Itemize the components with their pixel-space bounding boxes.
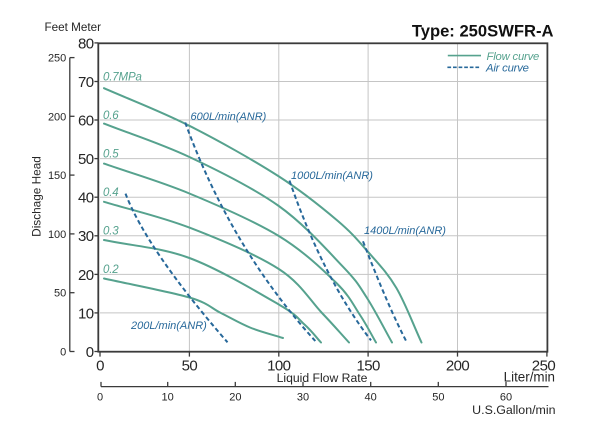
svg-text:Dischage Head: Dischage Head: [29, 156, 43, 237]
svg-text:Liter/min: Liter/min: [504, 370, 555, 385]
svg-text:100: 100: [267, 358, 291, 375]
svg-text:10: 10: [78, 305, 94, 322]
svg-text:0.6: 0.6: [103, 110, 119, 122]
svg-text:0: 0: [96, 358, 104, 375]
svg-text:0.4: 0.4: [103, 187, 119, 199]
svg-text:50: 50: [182, 358, 198, 375]
svg-text:30: 30: [78, 228, 94, 245]
svg-text:0.5: 0.5: [103, 148, 119, 160]
svg-text:1000L/min(ANR): 1000L/min(ANR): [291, 170, 373, 182]
svg-text:U.S.Gallon/min: U.S.Gallon/min: [472, 403, 555, 417]
svg-text:50: 50: [54, 288, 66, 300]
svg-text:Liquid Flow Rate: Liquid Flow Rate: [277, 371, 368, 385]
svg-text:100: 100: [48, 229, 66, 241]
svg-text:0: 0: [86, 344, 94, 361]
svg-text:10: 10: [162, 391, 174, 403]
svg-text:1400L/min(ANR): 1400L/min(ANR): [364, 225, 446, 237]
svg-text:20: 20: [78, 267, 94, 284]
svg-text:200L/min(ANR): 200L/min(ANR): [130, 320, 207, 332]
svg-text:50: 50: [78, 151, 94, 168]
svg-text:200: 200: [446, 358, 470, 375]
svg-text:Flow curve: Flow curve: [487, 51, 540, 63]
svg-text:0.2: 0.2: [103, 264, 119, 276]
svg-text:150: 150: [356, 358, 380, 375]
svg-text:40: 40: [365, 391, 377, 403]
svg-text:0: 0: [97, 391, 103, 403]
svg-text:0.7MPa: 0.7MPa: [103, 71, 142, 83]
svg-text:40: 40: [78, 190, 94, 207]
svg-text:150: 150: [48, 170, 66, 182]
svg-text:60: 60: [500, 391, 512, 403]
svg-text:Type: 250SWFR-A: Type: 250SWFR-A: [412, 21, 554, 40]
svg-text:Feet Meter: Feet Meter: [45, 21, 102, 34]
svg-text:600L/min(ANR): 600L/min(ANR): [191, 111, 267, 123]
svg-text:Air curve: Air curve: [485, 63, 529, 75]
svg-text:0.3: 0.3: [103, 226, 119, 238]
svg-text:60: 60: [78, 112, 94, 129]
svg-text:0: 0: [60, 347, 66, 359]
svg-text:50: 50: [432, 391, 444, 403]
svg-text:80: 80: [78, 35, 94, 52]
svg-text:70: 70: [78, 74, 94, 91]
svg-text:250: 250: [48, 53, 66, 65]
svg-text:20: 20: [229, 391, 241, 403]
svg-text:200: 200: [48, 111, 66, 123]
svg-text:250: 250: [532, 358, 556, 375]
svg-text:30: 30: [297, 391, 309, 403]
